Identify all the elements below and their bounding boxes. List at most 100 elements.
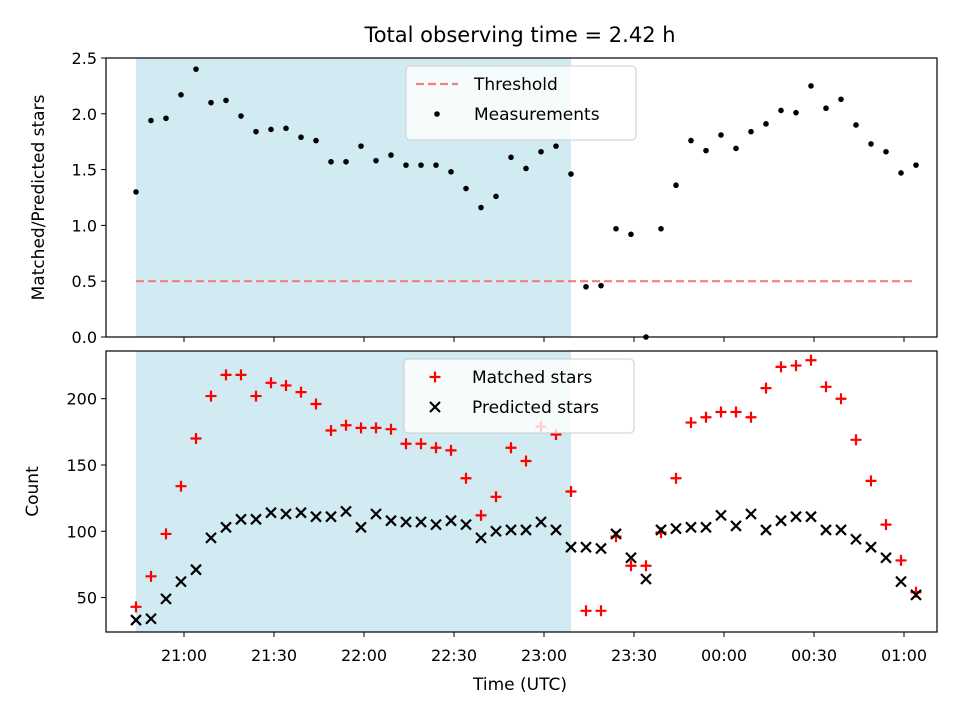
ratio-panel: 0.0 0.5 1.0 1.5 2.0 2.5 Matched/Predicted star… bbox=[29, 49, 938, 347]
data-point bbox=[538, 148, 544, 155]
data-point bbox=[793, 109, 799, 116]
data-point bbox=[475, 532, 487, 544]
data-point bbox=[130, 601, 142, 613]
data-point bbox=[340, 505, 352, 518]
x-axis-label: Time (UTC) bbox=[472, 675, 567, 695]
data-point bbox=[883, 148, 889, 155]
data-point bbox=[625, 560, 637, 572]
data-point bbox=[163, 115, 169, 122]
data-point bbox=[235, 513, 247, 526]
x-tick-label: 21:30 bbox=[251, 646, 297, 665]
data-point bbox=[475, 509, 487, 521]
data-point bbox=[208, 99, 214, 106]
data-point bbox=[205, 532, 217, 544]
data-point bbox=[913, 162, 919, 168]
data-point bbox=[190, 563, 202, 576]
data-point bbox=[700, 411, 712, 423]
data-point bbox=[595, 542, 607, 555]
data-point bbox=[268, 126, 274, 133]
data-point bbox=[388, 152, 394, 158]
data-point bbox=[508, 154, 514, 161]
data-point bbox=[685, 521, 697, 534]
data-point bbox=[550, 524, 562, 536]
legend-label: Matched stars bbox=[472, 368, 592, 388]
data-point bbox=[265, 506, 277, 519]
data-point bbox=[730, 406, 742, 418]
data-point bbox=[340, 419, 352, 431]
legend-label: Predicted stars bbox=[472, 398, 599, 418]
data-point bbox=[178, 92, 184, 98]
data-point bbox=[715, 509, 727, 522]
data-point bbox=[280, 379, 292, 391]
data-point bbox=[868, 141, 874, 147]
data-point bbox=[640, 573, 652, 585]
data-point bbox=[568, 171, 574, 177]
data-point bbox=[235, 369, 247, 381]
data-point bbox=[760, 524, 772, 536]
data-point bbox=[193, 66, 199, 72]
series-measurements bbox=[133, 66, 919, 340]
data-point bbox=[778, 107, 784, 114]
data-point bbox=[295, 506, 307, 519]
data-point bbox=[655, 524, 667, 536]
y-tick-label: 0.0 bbox=[72, 328, 97, 347]
data-point bbox=[400, 438, 412, 450]
data-point bbox=[430, 518, 442, 531]
y-tick-label: 1.0 bbox=[72, 216, 97, 235]
data-point bbox=[505, 442, 517, 454]
data-point bbox=[895, 554, 907, 566]
data-point bbox=[415, 438, 427, 450]
data-point bbox=[853, 122, 859, 128]
plot-frame bbox=[105, 57, 938, 338]
data-point bbox=[205, 390, 217, 402]
data-point bbox=[253, 128, 259, 135]
data-point bbox=[373, 157, 379, 164]
data-point bbox=[658, 225, 664, 232]
data-point bbox=[580, 541, 592, 553]
data-point bbox=[460, 518, 472, 531]
y-axis-label: Count bbox=[23, 466, 43, 517]
data-point bbox=[403, 162, 409, 168]
data-point bbox=[733, 145, 739, 152]
data-point bbox=[355, 422, 367, 434]
data-point bbox=[493, 193, 499, 200]
data-point bbox=[775, 514, 787, 527]
data-point bbox=[520, 524, 532, 536]
data-point bbox=[445, 444, 457, 456]
data-point bbox=[295, 386, 307, 398]
legend-label: Threshold bbox=[473, 75, 558, 95]
data-point bbox=[598, 282, 604, 289]
data-point bbox=[565, 486, 577, 497]
data-point bbox=[220, 369, 232, 381]
data-point bbox=[250, 390, 262, 402]
data-point bbox=[670, 522, 682, 535]
data-point bbox=[370, 508, 382, 520]
x-tick-label: 01:00 bbox=[881, 646, 927, 665]
data-point bbox=[505, 524, 517, 536]
data-point bbox=[220, 521, 232, 534]
data-point bbox=[748, 128, 754, 135]
data-point bbox=[790, 510, 802, 523]
x-tick-label: 22:30 bbox=[431, 646, 477, 665]
data-point bbox=[238, 113, 244, 119]
data-point bbox=[805, 510, 817, 523]
series-predicted-stars bbox=[130, 505, 922, 626]
data-point bbox=[325, 425, 337, 437]
legend-label: Measurements bbox=[474, 105, 600, 125]
data-point bbox=[385, 423, 397, 435]
data-point bbox=[583, 283, 589, 290]
data-point bbox=[808, 83, 814, 89]
data-point bbox=[880, 519, 892, 531]
data-point bbox=[145, 612, 157, 625]
data-point bbox=[850, 533, 862, 545]
data-point bbox=[610, 528, 622, 540]
data-point bbox=[625, 551, 637, 564]
data-point bbox=[400, 516, 412, 528]
data-point bbox=[478, 204, 484, 211]
legend-box bbox=[405, 65, 637, 141]
data-point bbox=[523, 165, 529, 172]
chart-title: Total observing time = 2.42 h bbox=[363, 23, 675, 47]
data-point bbox=[730, 520, 742, 532]
data-point bbox=[160, 528, 172, 540]
x-tick-label: 23:30 bbox=[611, 646, 657, 665]
